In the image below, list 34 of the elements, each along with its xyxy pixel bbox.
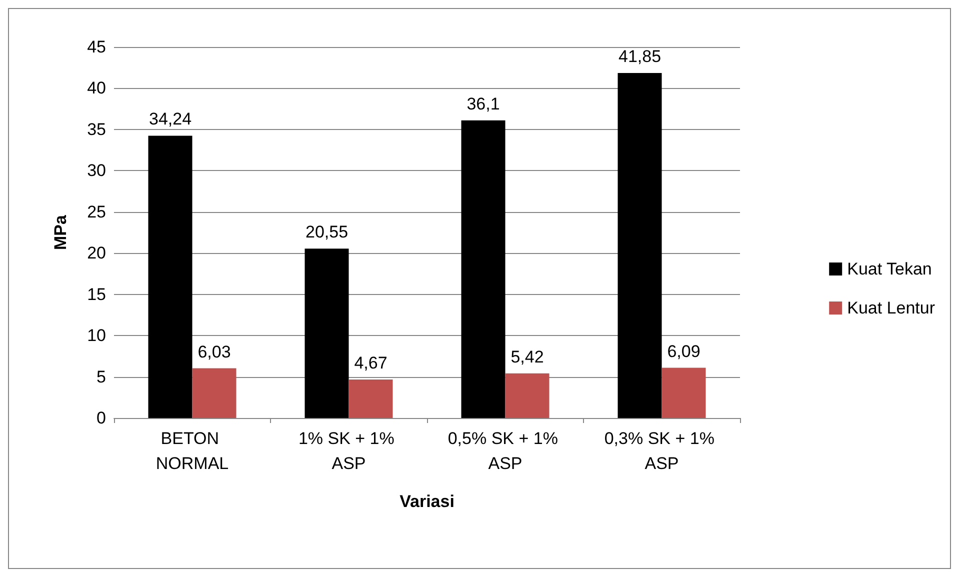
y-tick-label: 40 — [87, 78, 106, 98]
x-tick-label: 1% SK + 1% ASP — [298, 429, 400, 473]
data-label: 5,42 — [510, 347, 544, 366]
y-tick-label: 35 — [87, 120, 106, 139]
legend-label: Kuat Lentur — [847, 298, 936, 318]
data-label: 20,55 — [305, 222, 348, 242]
y-axis-title: MPa — [51, 214, 70, 250]
data-label: 34,24 — [148, 110, 192, 129]
bar — [461, 120, 506, 418]
data-label: 4,67 — [354, 354, 388, 372]
y-tick-label: 5 — [96, 367, 106, 386]
data-label: 41,85 — [618, 46, 662, 66]
data-label: 6,03 — [198, 342, 231, 362]
y-tick-label: 10 — [87, 326, 106, 346]
x-axis-title: Variasi — [400, 492, 454, 511]
legend-label: Kuat Tekan — [847, 260, 932, 278]
y-tick-label: 15 — [87, 284, 106, 304]
y-tick-label: 0 — [96, 408, 106, 428]
bar — [348, 380, 393, 418]
y-tick-label: 20 — [87, 244, 106, 263]
bar — [192, 368, 236, 418]
x-tick-label: 0,3% SK + 1% ASP — [604, 429, 720, 473]
bar — [148, 136, 192, 418]
bar — [505, 373, 550, 418]
bar — [662, 368, 706, 418]
bar — [304, 248, 349, 418]
x-tick-label: BETON NORMAL — [156, 429, 229, 473]
bar — [618, 72, 662, 418]
y-tick-label: 45 — [87, 38, 106, 56]
x-tick-label: 0,5% SK + 1% ASP — [448, 429, 563, 473]
y-tick-label: 30 — [87, 161, 106, 180]
data-label: 6,09 — [667, 342, 700, 361]
data-label: 36,1 — [466, 94, 500, 114]
y-tick-label: 25 — [87, 202, 106, 222]
